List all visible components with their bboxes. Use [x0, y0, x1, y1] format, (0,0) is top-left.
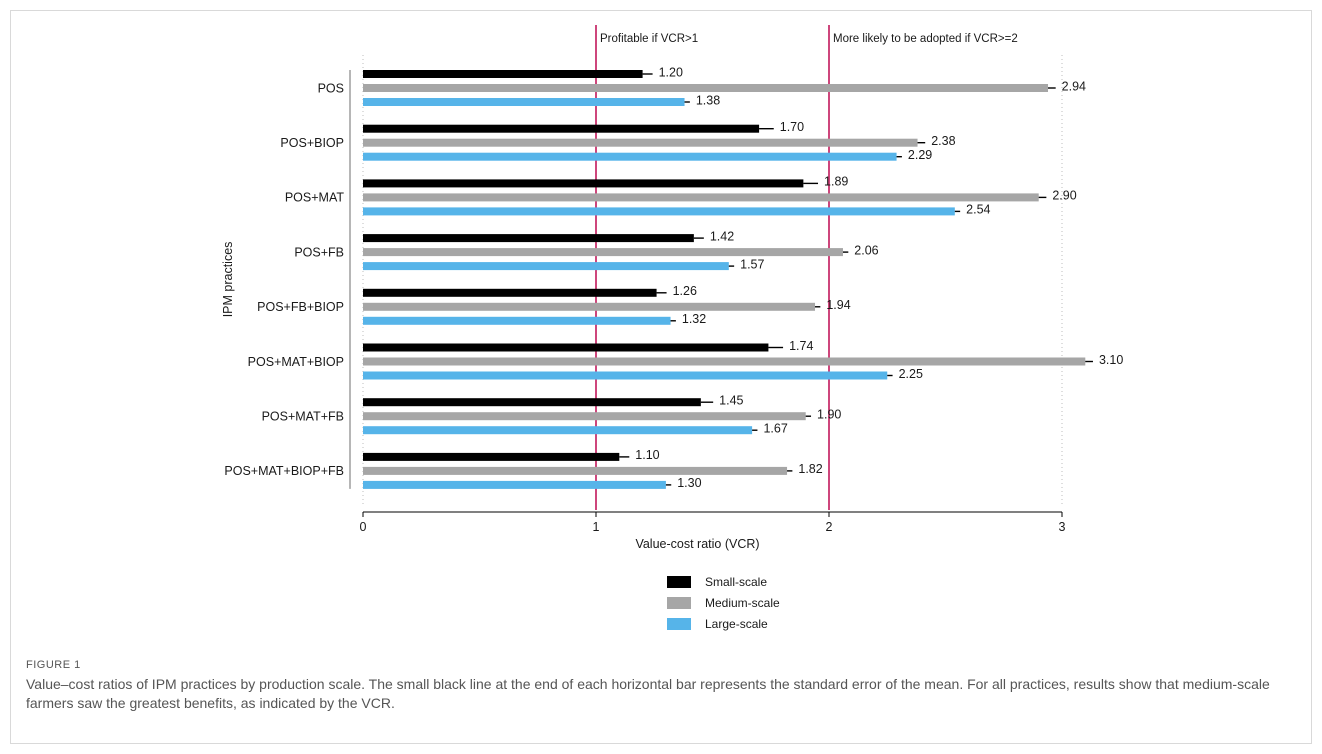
data-label: 1.32 [682, 312, 706, 326]
data-label: 1.74 [789, 339, 813, 353]
category-label: POS+MAT+BIOP [248, 355, 344, 369]
data-label: 1.94 [826, 298, 850, 312]
reference-line-label: More likely to be adopted if VCR>=2 [833, 33, 1018, 45]
bar [363, 84, 1049, 92]
figure-caption: FIGURE 1 Value–cost ratios of IPM practi… [26, 659, 1296, 713]
category-label: POS+FB+BIOP [257, 300, 344, 314]
category-label: POS+MAT+FB [262, 409, 344, 423]
data-label: 2.38 [931, 134, 955, 148]
data-label: 2.25 [899, 367, 923, 381]
category-label: POS [318, 81, 344, 95]
category-label: POS+FB [294, 245, 344, 259]
bar [363, 207, 955, 216]
bar [363, 98, 685, 106]
bars: 1.20 2.94 1.38 1.70 2.382.29 1.89 2.90 2.54 1.42… [363, 65, 1123, 490]
data-label: 1.10 [635, 448, 659, 462]
data-label: 1.89 [824, 175, 848, 189]
bar [363, 124, 760, 133]
data-label: 2.94 [1062, 79, 1086, 93]
bar [363, 248, 843, 257]
data-label: 2.90 [1052, 189, 1076, 203]
legend-label: Medium-scale [705, 596, 780, 610]
data-label: 1.42 [710, 229, 734, 243]
bar [363, 466, 788, 475]
bar [363, 179, 804, 188]
legend-swatch [667, 576, 691, 588]
bar [363, 357, 1086, 366]
legend-label: Large-scale [705, 617, 768, 631]
x-tick-label: 3 [1059, 520, 1066, 534]
x-tick-label: 1 [593, 520, 600, 534]
data-label: 3.10 [1099, 353, 1123, 367]
x-tick-label: 0 [360, 520, 367, 534]
bar [363, 480, 666, 489]
reference-line-label: Profitable if VCR>1 [600, 33, 698, 45]
bar [363, 398, 701, 407]
bar [363, 193, 1039, 202]
bar [363, 262, 729, 271]
bar [363, 234, 694, 243]
bar [363, 343, 769, 352]
data-label: 1.30 [677, 476, 701, 490]
legend: Small-scale Medium-scale Large-scale [667, 575, 780, 631]
bar [363, 371, 888, 380]
data-label: 1.67 [763, 421, 787, 435]
data-label: 1.57 [740, 257, 764, 271]
legend-label: Small-scale [705, 575, 767, 589]
bar [363, 316, 671, 325]
data-label: 1.70 [780, 120, 804, 134]
caption-text: Value–cost ratios of IPM practices by pr… [26, 676, 1270, 711]
data-label: 1.20 [659, 65, 683, 79]
y-axis-title: IPM practices [221, 242, 235, 318]
bar [363, 288, 657, 297]
data-label: 1.26 [673, 284, 697, 298]
data-label: 1.45 [719, 393, 743, 407]
category-label: POS+BIOP [280, 136, 344, 150]
bar [363, 452, 620, 461]
data-label: 1.90 [817, 407, 841, 421]
data-label: 2.54 [966, 203, 990, 217]
bar [363, 412, 806, 421]
x-axis-title: Value-cost ratio (VCR) [635, 537, 759, 551]
data-label: 2.06 [854, 243, 878, 257]
axes: POS POS+BIOP POS+MAT POS+FB POS+FB+BIOP POS+M… [221, 70, 1066, 551]
bar [363, 302, 816, 311]
bar [363, 152, 897, 161]
bar [363, 138, 918, 147]
x-tick-label: 2 [826, 520, 833, 534]
figure-label: FIGURE 1 [26, 659, 81, 671]
data-label: 2.29 [908, 148, 932, 162]
legend-swatch [667, 597, 691, 609]
data-label: 1.38 [696, 93, 720, 107]
legend-swatch [667, 618, 691, 630]
bar [363, 70, 643, 78]
category-label: POS+MAT+BIOP+FB [224, 464, 344, 478]
grid-layer [362, 55, 1063, 505]
bar-chart: Profitable if VCR>1 More likely to be ado… [221, 25, 1123, 631]
bar [363, 426, 753, 435]
category-label: POS+MAT [285, 191, 345, 205]
data-label: 1.82 [798, 462, 822, 476]
